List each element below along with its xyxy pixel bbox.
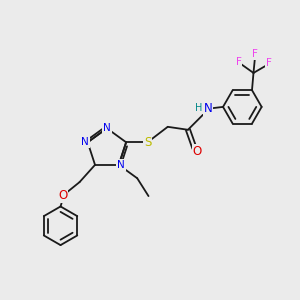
Text: F: F (266, 58, 272, 68)
Text: S: S (144, 136, 151, 149)
Text: H: H (195, 103, 203, 113)
Text: O: O (193, 145, 202, 158)
Text: N: N (203, 102, 212, 115)
Text: F: F (236, 57, 242, 67)
Text: O: O (58, 189, 68, 202)
Text: N: N (117, 160, 125, 170)
Text: N: N (103, 123, 111, 133)
Text: N: N (81, 137, 89, 147)
Text: F: F (252, 49, 258, 59)
